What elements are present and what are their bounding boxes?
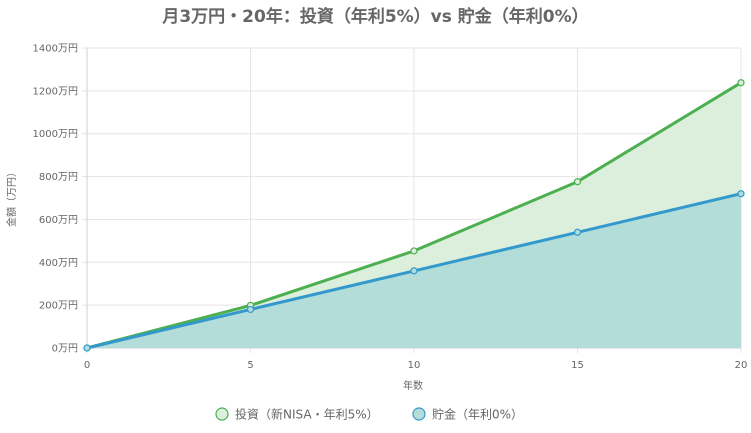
x-axis-ticks: 0 5 10 15 20 bbox=[84, 360, 748, 371]
y-tick-label: 400万円 bbox=[39, 258, 78, 269]
data-point bbox=[83, 344, 91, 352]
y-tick-label: 200万円 bbox=[39, 301, 78, 312]
y-tick-label: 600万円 bbox=[39, 215, 78, 226]
y-tick-label: 1400万円 bbox=[33, 44, 78, 55]
data-point bbox=[246, 305, 255, 314]
x-tick-label: 15 bbox=[571, 360, 584, 371]
chart-title: 月3万円・20年：投資（年利5%）vs 貯金（年利0%） bbox=[161, 6, 588, 27]
data-point bbox=[410, 247, 418, 255]
legend-label: 投資（新NISA・年利5%） bbox=[235, 407, 379, 422]
x-tick-label: 20 bbox=[735, 360, 748, 371]
x-tick-label: 10 bbox=[408, 360, 421, 371]
y-tick-label: 0万円 bbox=[52, 344, 78, 355]
legend-marker bbox=[215, 407, 229, 421]
y-axis-ticks: 0万円 200万円 400万円 600万円 800万円 1000万円 1200万円 1400万… bbox=[33, 44, 78, 355]
data-point bbox=[737, 190, 745, 198]
y-tick-label: 1000万円 bbox=[33, 129, 78, 140]
legend: 投資（新NISA・年利5%） 貯金（年利0%） bbox=[215, 407, 523, 422]
data-point bbox=[573, 228, 582, 236]
y-tick-label: 1200万円 bbox=[33, 86, 78, 97]
y-axis-label: 金額（万円） bbox=[5, 167, 18, 227]
data-point bbox=[410, 267, 418, 275]
x-tick-label: 0 bbox=[84, 360, 90, 371]
x-tick-label: 5 bbox=[247, 360, 253, 371]
x-axis-label: 年数 bbox=[403, 379, 423, 392]
legend-marker bbox=[412, 407, 426, 421]
data-point bbox=[573, 178, 582, 186]
series-points bbox=[83, 79, 745, 352]
legend-label: 貯金（年利0%） bbox=[432, 407, 523, 422]
y-tick-label: 800万円 bbox=[39, 172, 78, 183]
data-point bbox=[737, 79, 745, 87]
